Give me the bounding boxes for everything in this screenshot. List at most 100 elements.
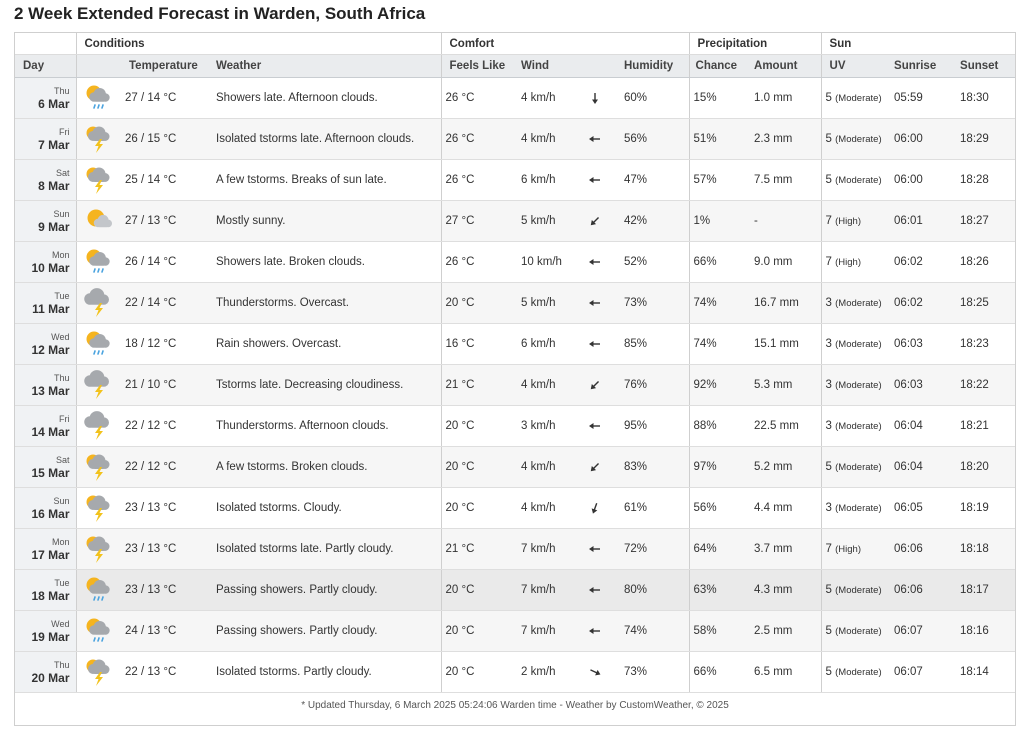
precip-amount-cell: 5.3 mm: [754, 364, 822, 406]
humidity-cell: 47%: [610, 159, 690, 201]
sunrise-cell: 06:04: [894, 405, 961, 447]
table-row: Wed 19 Mar 24 / 13 °C Passing showers. P…: [15, 610, 1016, 652]
thunderstorm-sun-icon: [77, 452, 121, 482]
down-left-arrow-icon: [579, 378, 610, 392]
weather-icon-cell: [75, 77, 121, 119]
wind-speed-cell: 7 km/h: [521, 569, 579, 611]
day-date: 19 Mar: [31, 629, 70, 644]
uv-label: (Moderate): [835, 421, 882, 432]
precip-chance-cell: 92%: [688, 364, 755, 406]
uv-label: (High): [835, 216, 862, 227]
sunset-cell: 18:23: [960, 323, 1016, 365]
col-header-feels-like: Feels Like: [440, 54, 521, 78]
uv-index: 7: [825, 256, 832, 268]
group-header-comfort: Comfort: [440, 33, 690, 55]
table-row: Sat 15 Mar 22 / 12 °C A few tstorms. Bro…: [15, 446, 1016, 488]
wind-speed-cell: 4 km/h: [521, 77, 579, 119]
day-of-week: Sun: [53, 495, 70, 506]
weather-desc-cell: Mostly sunny.: [216, 200, 441, 242]
precip-chance-cell: 97%: [688, 446, 755, 488]
sunrise-cell: 06:01: [894, 200, 961, 242]
humidity-cell: 72%: [610, 528, 690, 570]
feels-like-cell: 26 °C: [440, 241, 521, 283]
day-cell: Fri 14 Mar: [15, 405, 76, 447]
col-header-wind-dir: [579, 54, 610, 78]
uv-index: 7: [825, 215, 832, 227]
table-row: Thu 6 Mar 27 / 14 °C Showers late. After…: [15, 77, 1016, 119]
weather-icon-cell: [75, 118, 121, 160]
day-cell: Wed 12 Mar: [15, 323, 76, 365]
weather-icon-cell: [75, 487, 121, 529]
left-arrow-icon: [579, 419, 610, 433]
table-row: Wed 12 Mar 18 / 12 °C Rain showers. Over…: [15, 323, 1016, 365]
uv-cell: 3 (Moderate): [820, 282, 895, 324]
sunrise-cell: 06:07: [894, 610, 961, 652]
uv-cell: 5 (Moderate): [820, 569, 895, 611]
uv-index: 5: [825, 133, 832, 145]
sunrise-cell: 06:00: [894, 159, 961, 201]
footer-note: * Updated Thursday, 6 March 2025 05:24:0…: [301, 700, 729, 711]
uv-cell: 5 (Moderate): [820, 610, 895, 652]
precip-chance-cell: 66%: [688, 241, 755, 283]
wind-direction-cell: [579, 159, 610, 201]
precip-chance-cell: 15%: [688, 77, 755, 119]
weather-desc-cell: Rain showers. Overcast.: [216, 323, 441, 365]
precip-amount-cell: 1.0 mm: [754, 77, 822, 119]
page-title: 2 Week Extended Forecast in Warden, Sout…: [14, 4, 426, 23]
day-of-week: Sun: [53, 208, 70, 219]
col-header-icon: [75, 54, 121, 78]
day-of-week: Wed: [51, 331, 70, 342]
uv-cell: 3 (Moderate): [820, 487, 895, 529]
uv-label: (Moderate): [835, 134, 882, 145]
precip-amount-cell: 5.2 mm: [754, 446, 822, 488]
wind-speed-cell: 5 km/h: [521, 200, 579, 242]
sunrise-cell: 06:02: [894, 282, 961, 324]
precip-amount-cell: 2.5 mm: [754, 610, 822, 652]
weather-icon-cell: [75, 610, 121, 652]
weather-icon-cell: [75, 200, 121, 242]
precip-amount-cell: 15.1 mm: [754, 323, 822, 365]
down-arrow-icon: [579, 91, 610, 105]
left-arrow-icon: [579, 132, 610, 146]
humidity-cell: 61%: [610, 487, 690, 529]
wind-speed-cell: 7 km/h: [521, 610, 579, 652]
day-date: 20 Mar: [31, 670, 70, 685]
sunset-cell: 18:27: [960, 200, 1016, 242]
feels-like-cell: 26 °C: [440, 118, 521, 160]
temperature-cell: 22 / 12 °C: [121, 446, 216, 488]
sunset-cell: 18:26: [960, 241, 1016, 283]
day-of-week: Mon: [51, 249, 70, 260]
forecast-rows: Thu 6 Mar 27 / 14 °C Showers late. After…: [15, 77, 1016, 693]
weather-desc-cell: Tstorms late. Decreasing cloudiness.: [216, 364, 441, 406]
uv-label: (Moderate): [835, 667, 882, 678]
weather-icon-cell: [75, 241, 121, 283]
uv-label: (Moderate): [835, 339, 882, 350]
wind-speed-cell: 4 km/h: [521, 118, 579, 160]
down-right-arrow-icon: [579, 665, 610, 679]
uv-label: (Moderate): [835, 626, 882, 637]
humidity-cell: 85%: [610, 323, 690, 365]
col-header-wind: Wind: [521, 54, 579, 78]
wind-speed-cell: 4 km/h: [521, 446, 579, 488]
wind-direction-cell: [579, 569, 610, 611]
day-date: 15 Mar: [31, 465, 70, 480]
humidity-cell: 52%: [610, 241, 690, 283]
uv-cell: 5 (Moderate): [820, 159, 895, 201]
precip-chance-cell: 66%: [688, 651, 755, 693]
temperature-cell: 26 / 15 °C: [121, 118, 216, 160]
feels-like-cell: 20 °C: [440, 610, 521, 652]
table-row: Sun 9 Mar 27 / 13 °C Mostly sunny. 27 °C…: [15, 200, 1016, 242]
humidity-cell: 76%: [610, 364, 690, 406]
humidity-cell: 42%: [610, 200, 690, 242]
uv-cell: 3 (Moderate): [820, 323, 895, 365]
sunset-cell: 18:18: [960, 528, 1016, 570]
left-arrow-icon: [579, 583, 610, 597]
day-cell: Thu 13 Mar: [15, 364, 76, 406]
sunrise-cell: 06:03: [894, 364, 961, 406]
weather-icon-cell: [75, 364, 121, 406]
wind-direction-cell: [579, 77, 610, 119]
forecast-table-container: Conditions Comfort Precipitation Sun Day…: [14, 32, 1016, 726]
sunset-cell: 18:20: [960, 446, 1016, 488]
col-header-weather: Weather: [216, 54, 441, 78]
uv-index: 7: [825, 543, 832, 555]
